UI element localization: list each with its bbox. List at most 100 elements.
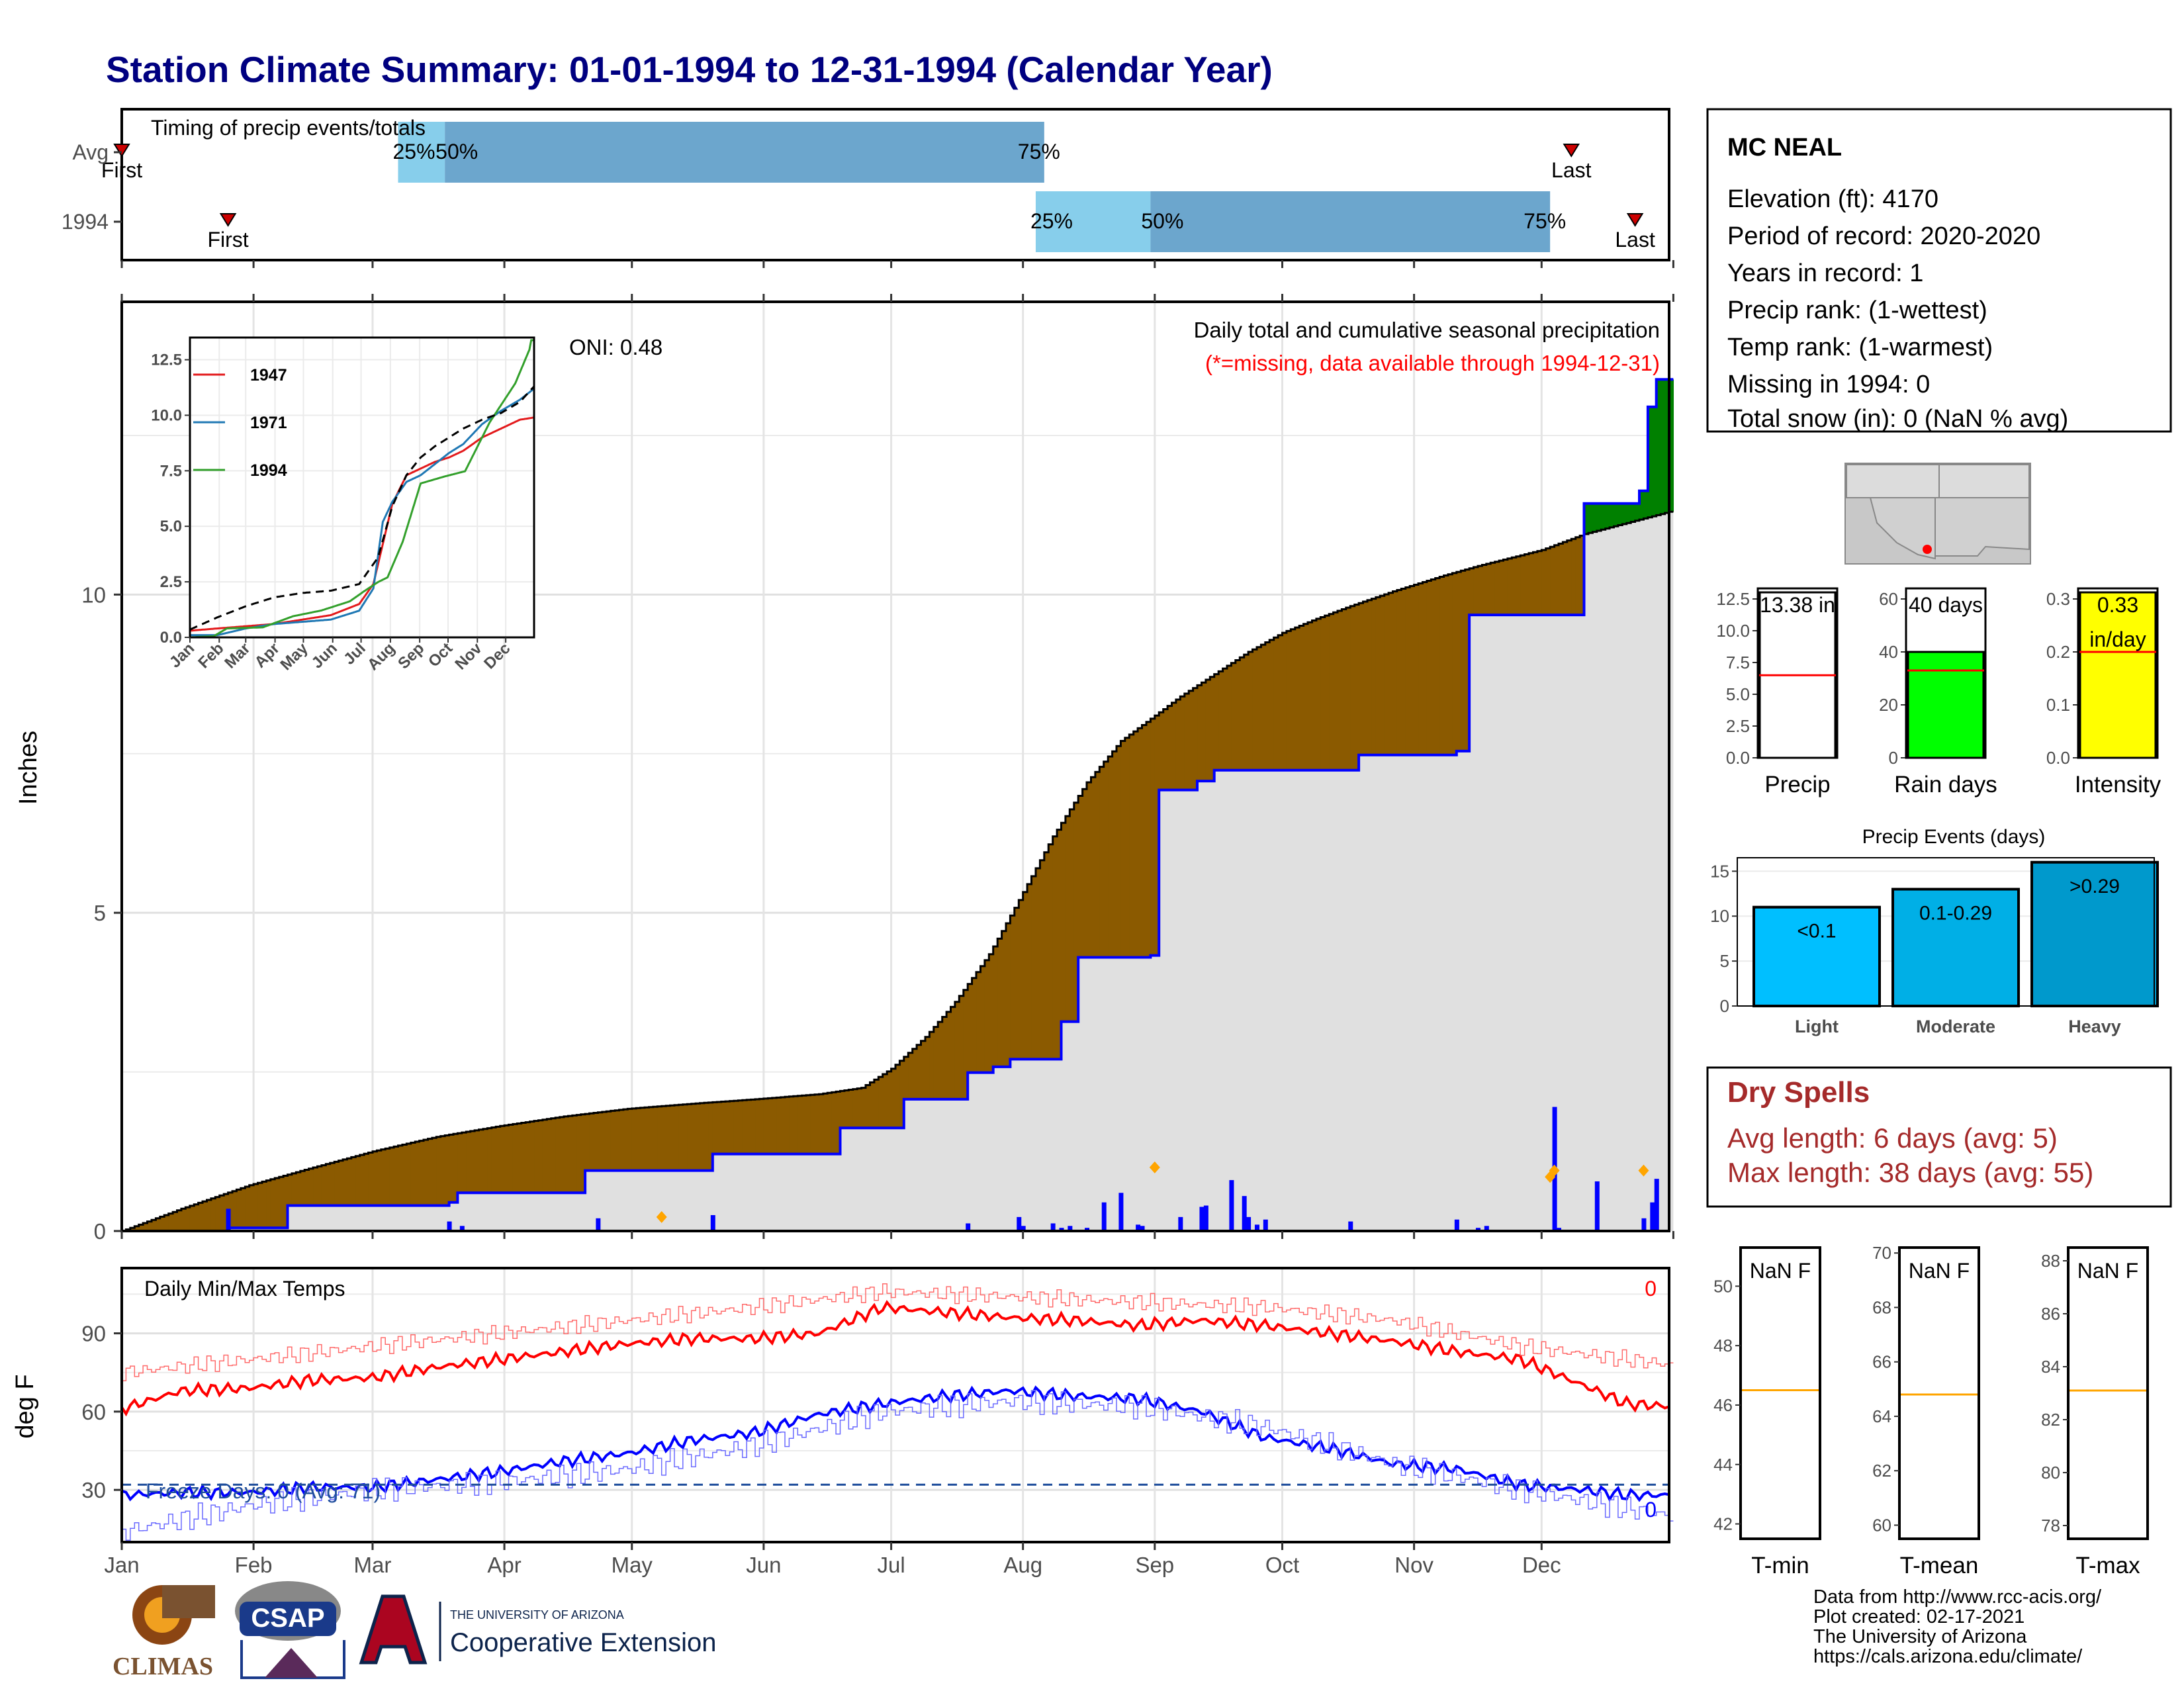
temp-box-y-tick-label: 50 [1713, 1276, 1733, 1296]
deficit-area-segment [355, 1156, 361, 1206]
deficit-area-segment [653, 1107, 658, 1171]
surplus-area-segment [1669, 379, 1674, 512]
precip-event-bar-label: 0.1-0.29 [1919, 903, 1992, 925]
temp-box-value-label: NaN F [1750, 1259, 1811, 1283]
deficit-area-segment [968, 983, 973, 1073]
daily-precip-bar [1068, 1226, 1073, 1231]
deficit-area-segment [398, 1145, 403, 1206]
deficit-area-segment [1248, 651, 1253, 770]
month-label: Jun [746, 1553, 781, 1577]
deficit-area-segment [508, 1124, 514, 1193]
inset-legend-label: 1994 [250, 461, 287, 480]
deficit-area-segment [1494, 561, 1500, 616]
deficit-area-segment [253, 1183, 259, 1228]
deficit-area-segment [504, 1125, 510, 1193]
deficit-area-segment [151, 1220, 156, 1231]
deficit-area-segment [1120, 741, 1126, 958]
deficit-area-segment [351, 1157, 356, 1206]
deficit-area-segment [1061, 823, 1066, 1022]
summary-bar-name: Intensity [2075, 772, 2161, 798]
deficit-area-segment [1448, 574, 1453, 755]
deficit-area-segment [313, 1167, 318, 1206]
deficit-area-segment [1278, 635, 1283, 770]
deficit-area-segment [1384, 594, 1389, 755]
inset-legend-label: 1947 [250, 366, 287, 385]
daily-precip-bar [1050, 1223, 1056, 1231]
deficit-area-segment [976, 972, 981, 1073]
deficit-area-segment [1308, 622, 1313, 770]
station-precip-rank: Precip rank: (1-wettest) [1727, 297, 1987, 324]
deficit-area-segment [304, 1169, 310, 1206]
temp-box-y-tick-label: 48 [1713, 1336, 1733, 1355]
deficit-area-segment [963, 989, 968, 1099]
deficit-area-segment [954, 1001, 960, 1099]
timing-q50-label: 50% [1141, 209, 1183, 233]
deficit-area-segment [1273, 637, 1279, 770]
deficit-area-segment [1048, 844, 1054, 1060]
temp-box-y-tick-label: 82 [2041, 1410, 2060, 1430]
deficit-area-segment [326, 1164, 331, 1206]
summary-bar-group: 0.0 0.1 0.2 0.3 0.33 in/day Intensity [2046, 587, 2161, 798]
oni-value: ONI: 0.48 [569, 335, 662, 359]
summary-y-tick-label: 10.0 [1716, 621, 1750, 641]
deficit-area-segment [585, 1114, 590, 1171]
deficit-area-segment [1035, 868, 1040, 1060]
temp-box-y-tick-label: 70 [1872, 1243, 1891, 1263]
precip-event-bar-label: >0.29 [2070, 876, 2120, 897]
temp-box-y-tick-label: 62 [1872, 1461, 1891, 1481]
temp-min-count: 0 [1645, 1498, 1657, 1522]
deficit-area-segment [589, 1113, 594, 1171]
deficit-area-segment [1443, 575, 1449, 755]
deficit-area-segment [725, 1101, 731, 1154]
deficit-area-segment [984, 960, 989, 1073]
deficit-area-segment [156, 1218, 161, 1231]
precip-panel-frame [120, 300, 1670, 1232]
deficit-area-segment [1350, 606, 1355, 770]
daily-precip-bar [1203, 1205, 1208, 1231]
events-y-tick-label: 10 [1710, 906, 1729, 926]
deficit-area-segment [627, 1109, 633, 1171]
summary-y-tick-label: 5.0 [1726, 684, 1750, 704]
deficit-area-segment [538, 1120, 543, 1193]
daily-precip-bar [1246, 1216, 1251, 1231]
deficit-area-segment [134, 1226, 140, 1231]
temp-box-name: T-mean [1900, 1553, 1979, 1578]
surplus-area-segment [1626, 503, 1631, 524]
deficit-area-segment [261, 1181, 267, 1228]
deficit-area-segment [343, 1159, 348, 1206]
daily-precip-bar [1229, 1180, 1234, 1231]
deficit-area-segment [776, 1097, 782, 1154]
surplus-area-segment [1588, 503, 1593, 533]
deficit-area-segment [857, 1088, 862, 1128]
deficit-area-segment [929, 1032, 934, 1099]
map-state-region [1846, 464, 1940, 498]
deficit-area-segment [1073, 802, 1079, 1022]
deficit-area-segment [534, 1120, 539, 1193]
deficit-area-segment [763, 1098, 768, 1154]
deficit-area-segment [347, 1158, 352, 1206]
deficit-area-segment [1142, 725, 1147, 958]
surplus-area-segment [1656, 379, 1661, 516]
precip-y-axis-label: Inches [15, 731, 42, 805]
temp-y-tick-label: 30 [81, 1478, 106, 1502]
deficit-area-segment [475, 1130, 480, 1193]
station-location-marker [1923, 545, 1932, 554]
deficit-area-segment [1490, 563, 1496, 616]
surplus-area-segment [1605, 503, 1610, 529]
deficit-area-segment [500, 1126, 505, 1193]
deficit-area-segment [368, 1152, 373, 1206]
surplus-area-segment [1596, 503, 1602, 531]
temp-series-line [122, 1390, 1674, 1541]
temp-box-value-label: NaN F [2077, 1259, 2138, 1283]
deficit-area-segment [1082, 789, 1087, 958]
summary-bar-frame [1756, 587, 1839, 759]
deficit-area-segment [696, 1103, 701, 1171]
deficit-area-segment [1401, 588, 1406, 755]
events-y-tick-label: 15 [1710, 861, 1729, 881]
deficit-area-segment [279, 1177, 284, 1228]
deficit-area-segment [300, 1171, 305, 1206]
deficit-area-segment [636, 1108, 641, 1171]
deficit-area-segment [296, 1172, 301, 1206]
precip-y-tick-label: 10 [81, 582, 106, 607]
deficit-area-segment [917, 1044, 922, 1099]
